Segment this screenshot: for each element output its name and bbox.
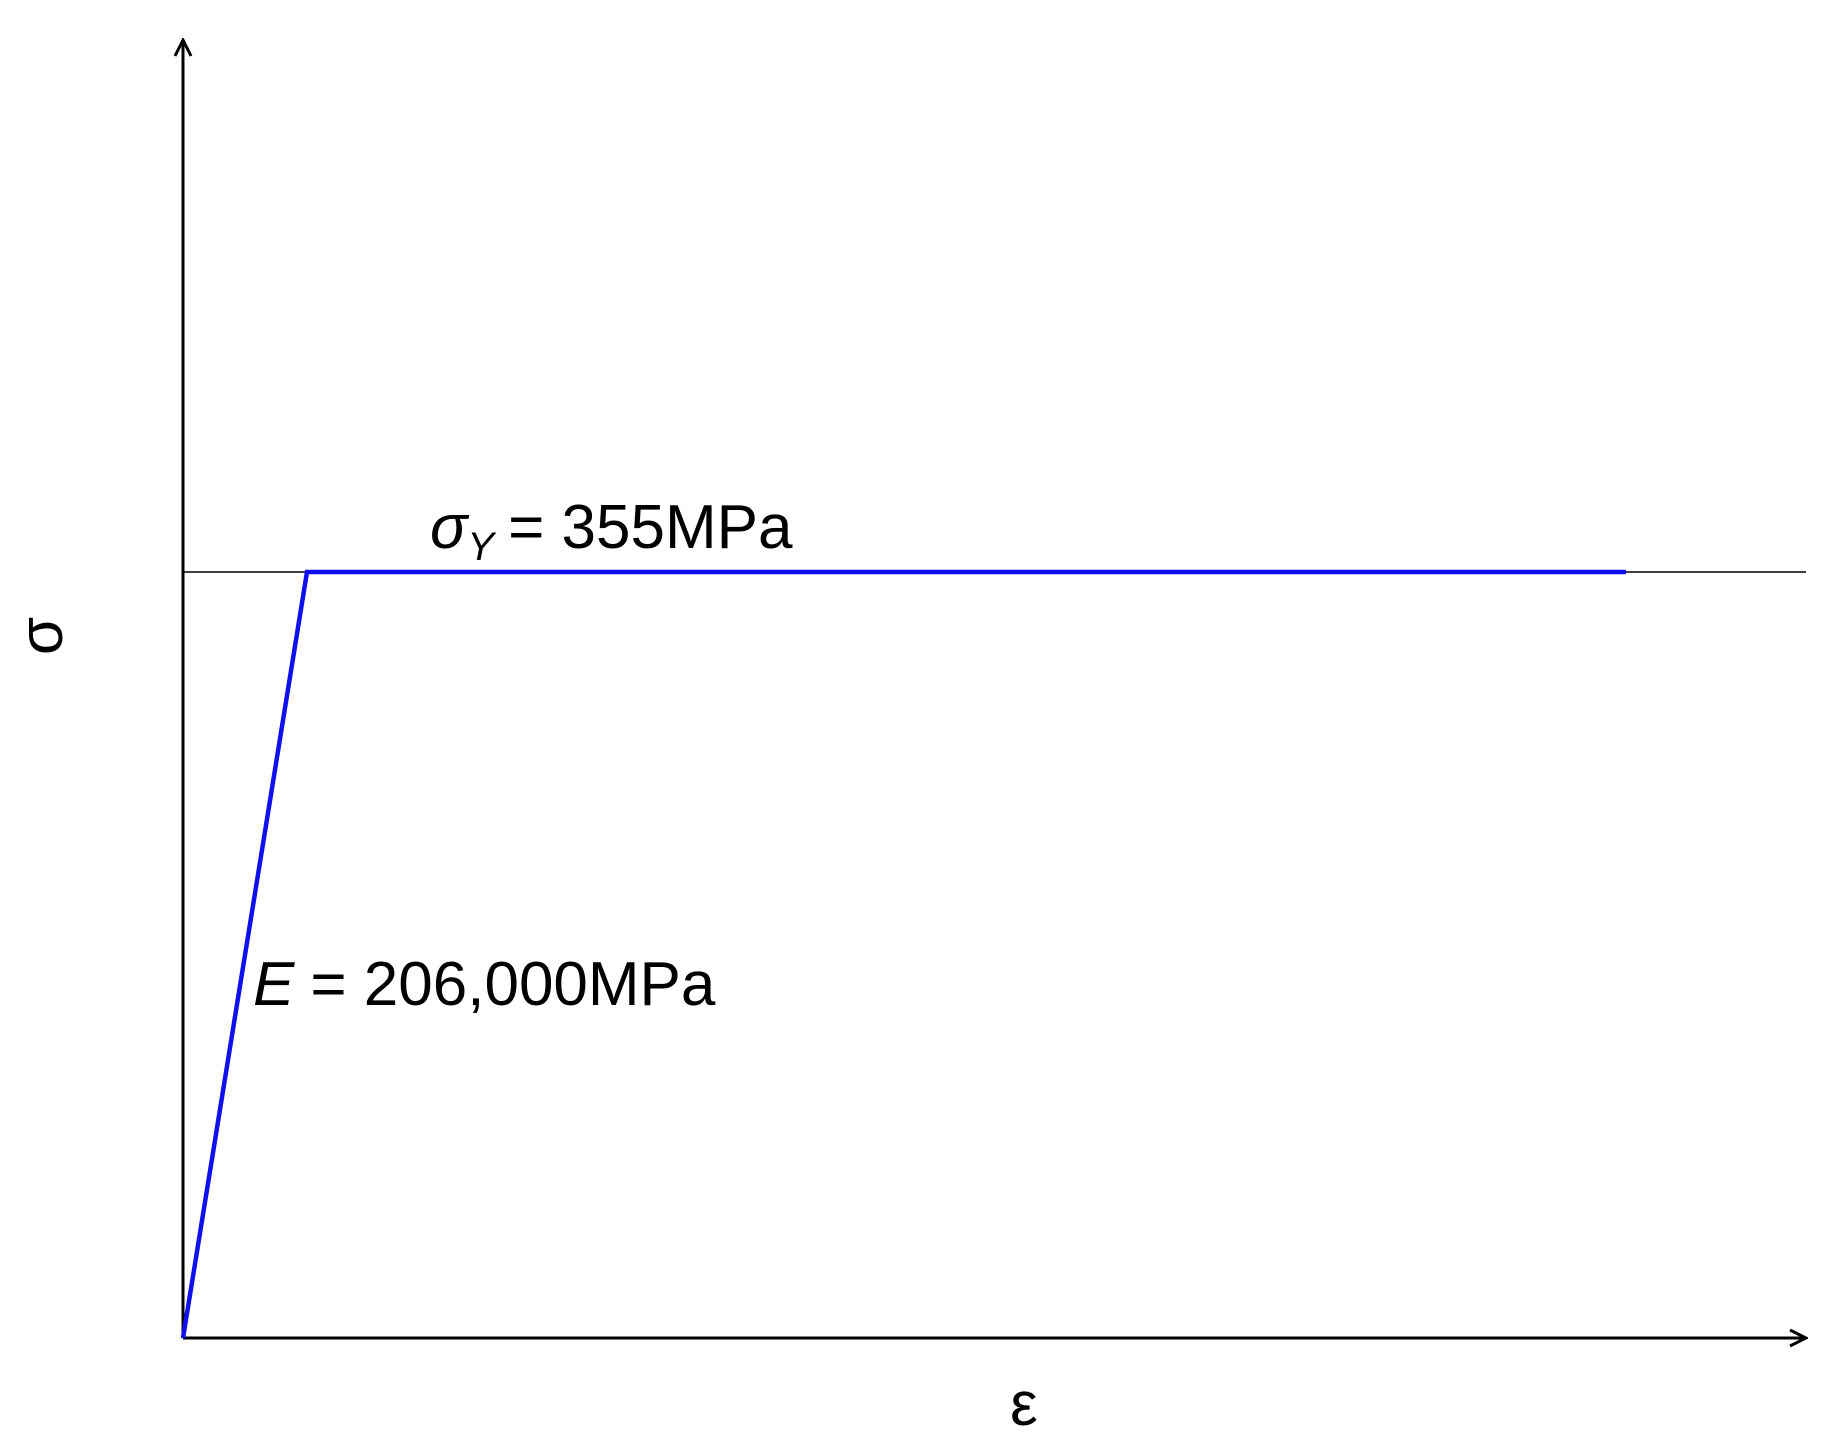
modulus-symbol: E xyxy=(253,950,295,1019)
yield-value: = 355MPa xyxy=(508,493,793,562)
yield-subscript: Y xyxy=(467,525,497,569)
yield-annotation: σY = 355MPa xyxy=(430,493,793,569)
modulus-annotation: E = 206,000MPa xyxy=(253,950,716,1019)
stress-strain-curve xyxy=(180,569,1626,1339)
yield-symbol: σ xyxy=(430,493,470,562)
modulus-value: = 206,000MPa xyxy=(310,950,716,1019)
x-axis-label: ε xyxy=(1010,1370,1038,1439)
y-axis-label: σ xyxy=(7,617,76,655)
